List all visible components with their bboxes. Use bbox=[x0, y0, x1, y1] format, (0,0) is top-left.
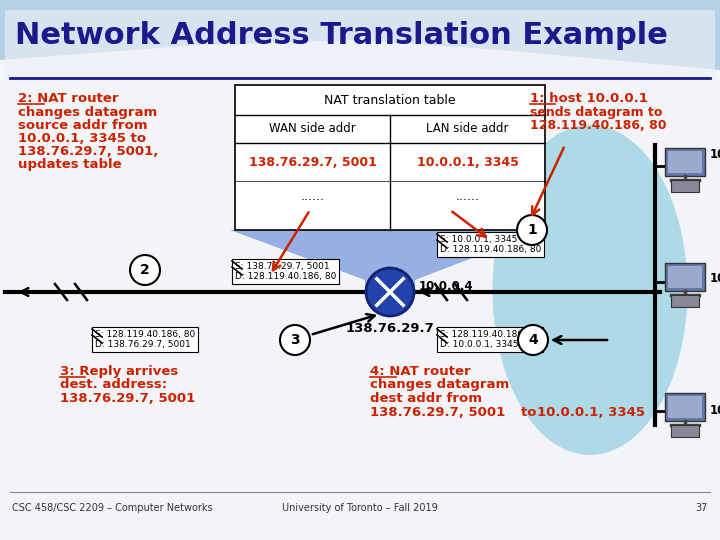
FancyBboxPatch shape bbox=[668, 151, 702, 173]
Text: to: to bbox=[521, 406, 541, 419]
FancyBboxPatch shape bbox=[235, 85, 545, 230]
FancyBboxPatch shape bbox=[5, 10, 715, 80]
Polygon shape bbox=[0, 0, 720, 70]
Text: 1: host 10.0.0.1: 1: host 10.0.0.1 bbox=[530, 92, 648, 105]
Text: LAN side addr: LAN side addr bbox=[426, 123, 509, 136]
Text: updates table: updates table bbox=[18, 158, 122, 171]
Text: dest addr from: dest addr from bbox=[370, 392, 482, 405]
Text: 10.0.0.2: 10.0.0.2 bbox=[710, 272, 720, 285]
Text: changes datagram: changes datagram bbox=[370, 378, 509, 391]
Text: 10.0.0.1, 3345: 10.0.0.1, 3345 bbox=[417, 156, 518, 168]
Text: NAT translation table: NAT translation table bbox=[324, 93, 456, 106]
Text: 128.119.40.186, 80: 128.119.40.186, 80 bbox=[530, 119, 667, 132]
Text: 10.0.0.1: 10.0.0.1 bbox=[710, 148, 720, 161]
Text: 3: Reply arrives: 3: Reply arrives bbox=[60, 365, 179, 378]
Circle shape bbox=[130, 255, 160, 285]
Text: 138.76.29.7, 5001: 138.76.29.7, 5001 bbox=[248, 156, 377, 168]
Text: S: 128.119.40.186, 80
D: 10.0.0.1, 3345: S: 128.119.40.186, 80 D: 10.0.0.1, 3345 bbox=[440, 330, 540, 349]
Text: S: 10.0.0.1, 3345
D: 128.119.40.186, 80: S: 10.0.0.1, 3345 D: 128.119.40.186, 80 bbox=[440, 235, 541, 254]
Text: source addr from: source addr from bbox=[18, 119, 148, 132]
Text: 138.76.29.7, 5001: 138.76.29.7, 5001 bbox=[370, 406, 510, 419]
Text: 10.0.0.1, 3345: 10.0.0.1, 3345 bbox=[537, 406, 645, 419]
Text: 4: 4 bbox=[528, 333, 538, 347]
Text: 138.76.29.7: 138.76.29.7 bbox=[346, 321, 434, 334]
Text: University of Toronto – Fall 2019: University of Toronto – Fall 2019 bbox=[282, 503, 438, 513]
Text: 3: 3 bbox=[290, 333, 300, 347]
Text: changes datagram: changes datagram bbox=[18, 106, 157, 119]
Text: S: 138.76.29.7, 5001
D: 128.119.40.186, 80: S: 138.76.29.7, 5001 D: 128.119.40.186, … bbox=[235, 262, 336, 281]
Text: 2: NAT router: 2: NAT router bbox=[18, 92, 119, 105]
Text: CSC 458/CSC 2209 – Computer Networks: CSC 458/CSC 2209 – Computer Networks bbox=[12, 503, 212, 513]
Text: 138.76.29.7, 5001: 138.76.29.7, 5001 bbox=[60, 392, 195, 405]
Text: 10.0.0.3: 10.0.0.3 bbox=[710, 403, 720, 416]
Text: 138.76.29.7, 5001,: 138.76.29.7, 5001, bbox=[18, 145, 158, 158]
FancyBboxPatch shape bbox=[668, 396, 702, 418]
Text: 10.0.0.4: 10.0.0.4 bbox=[419, 280, 474, 294]
Text: S: 128.119.40.186, 80
D: 138.76.29.7, 5001: S: 128.119.40.186, 80 D: 138.76.29.7, 50… bbox=[95, 330, 195, 349]
Text: 37: 37 bbox=[696, 503, 708, 513]
Text: dest. address:: dest. address: bbox=[60, 378, 167, 391]
FancyBboxPatch shape bbox=[671, 295, 699, 307]
Text: Network Address Translation Example: Network Address Translation Example bbox=[15, 21, 668, 50]
Circle shape bbox=[518, 325, 548, 355]
Ellipse shape bbox=[492, 125, 688, 455]
FancyBboxPatch shape bbox=[668, 266, 702, 288]
Circle shape bbox=[517, 215, 547, 245]
FancyBboxPatch shape bbox=[665, 263, 705, 291]
Text: ......: ...... bbox=[300, 190, 325, 202]
FancyBboxPatch shape bbox=[665, 393, 705, 421]
Text: 4: NAT router: 4: NAT router bbox=[370, 365, 471, 378]
Text: 2: 2 bbox=[140, 263, 150, 277]
FancyBboxPatch shape bbox=[671, 180, 699, 192]
Text: 1: 1 bbox=[527, 223, 537, 237]
Polygon shape bbox=[230, 230, 545, 292]
Text: 10.0.0.1, 3345 to: 10.0.0.1, 3345 to bbox=[18, 132, 146, 145]
Circle shape bbox=[280, 325, 310, 355]
Text: WAN side addr: WAN side addr bbox=[269, 123, 356, 136]
Text: sends datagram to: sends datagram to bbox=[530, 106, 662, 119]
Text: ......: ...... bbox=[456, 190, 480, 202]
FancyBboxPatch shape bbox=[0, 0, 720, 540]
FancyBboxPatch shape bbox=[665, 148, 705, 176]
FancyBboxPatch shape bbox=[671, 425, 699, 437]
Circle shape bbox=[366, 268, 414, 316]
